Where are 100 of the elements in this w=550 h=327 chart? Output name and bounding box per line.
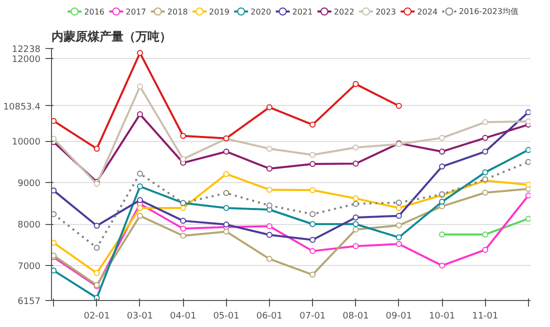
point <box>482 231 488 238</box>
point <box>266 166 272 172</box>
point <box>180 132 186 139</box>
point <box>482 119 488 126</box>
point <box>310 272 316 278</box>
point <box>396 200 402 206</box>
point <box>180 156 186 162</box>
x-tick-label: 11-01 <box>472 312 498 322</box>
point <box>52 136 57 142</box>
legend-label: 2016-2023均值 <box>458 7 518 16</box>
point <box>525 216 530 222</box>
point <box>180 232 186 239</box>
point <box>352 81 359 88</box>
point <box>223 204 230 211</box>
point <box>94 222 100 229</box>
point <box>52 118 57 124</box>
point <box>310 211 316 218</box>
y-tick-label: 12238 <box>12 45 41 55</box>
point <box>352 195 359 202</box>
x-tick-label: 05-01 <box>213 312 240 322</box>
x-tick-label: 06-01 <box>256 312 283 322</box>
point <box>396 234 402 240</box>
point <box>266 223 272 230</box>
legend-label: 2020 <box>250 8 272 16</box>
point <box>310 248 316 254</box>
point <box>223 222 230 228</box>
point <box>439 134 446 141</box>
point <box>352 243 359 250</box>
point <box>352 221 359 228</box>
x-tick-label: 02-01 <box>84 312 110 322</box>
point <box>396 102 402 109</box>
point <box>52 188 57 194</box>
point <box>482 190 488 196</box>
point <box>223 190 230 196</box>
point <box>180 226 186 232</box>
point <box>310 161 316 168</box>
point <box>439 198 446 205</box>
point <box>94 146 100 152</box>
point <box>396 212 402 219</box>
point <box>52 211 57 218</box>
point <box>310 152 316 158</box>
y-tick-label: 7000 <box>18 262 41 272</box>
point <box>266 232 272 238</box>
legend-label: 2023 <box>376 8 396 16</box>
x-tick-label: 09-01 <box>386 312 412 322</box>
point <box>136 84 143 90</box>
point <box>136 50 143 56</box>
point <box>482 246 488 253</box>
y-tick-label: 9000 <box>18 179 41 190</box>
point <box>396 222 402 228</box>
legend-label: 2017 <box>126 8 146 16</box>
y-tick-label: 8000 <box>18 220 41 231</box>
y-tick-label: 10853.4 <box>3 102 41 112</box>
point <box>482 134 488 141</box>
point <box>136 183 143 190</box>
point <box>310 236 316 243</box>
point <box>136 170 143 177</box>
y-tick-label: 6157 <box>18 297 40 307</box>
point <box>94 294 100 300</box>
point <box>266 186 272 193</box>
point <box>266 202 272 208</box>
point <box>136 197 143 204</box>
point <box>52 240 57 246</box>
point <box>223 148 230 155</box>
x-tick-label: 08-01 <box>342 312 369 322</box>
point <box>525 146 530 153</box>
point <box>223 170 230 177</box>
point <box>439 231 446 238</box>
point <box>52 268 57 274</box>
point <box>482 148 488 155</box>
point <box>136 111 143 118</box>
chart-title: 内蒙原煤产量（万吨） <box>52 30 172 44</box>
point <box>352 226 359 233</box>
point <box>525 192 530 199</box>
point <box>525 118 530 124</box>
point <box>482 169 488 176</box>
legend-label: 2024 <box>417 8 438 16</box>
point <box>136 212 143 219</box>
point <box>439 164 446 170</box>
x-tick-label: 03-01 <box>126 312 154 322</box>
point <box>439 262 446 269</box>
point <box>136 204 143 211</box>
point <box>396 241 402 248</box>
point <box>352 214 359 220</box>
point <box>352 200 359 207</box>
point <box>352 144 359 150</box>
point <box>94 270 100 276</box>
point <box>310 221 316 228</box>
legend-label: 2021 <box>292 8 313 16</box>
point <box>439 148 446 155</box>
point <box>266 104 272 110</box>
y-tick-label: 12000 <box>12 54 41 65</box>
y-tick-label: 10000 <box>12 138 41 148</box>
point <box>352 160 359 167</box>
legend-label: 2016 <box>84 8 105 16</box>
point <box>94 244 100 251</box>
point <box>266 146 272 152</box>
point <box>396 204 402 211</box>
point <box>525 109 530 116</box>
point <box>310 187 316 194</box>
